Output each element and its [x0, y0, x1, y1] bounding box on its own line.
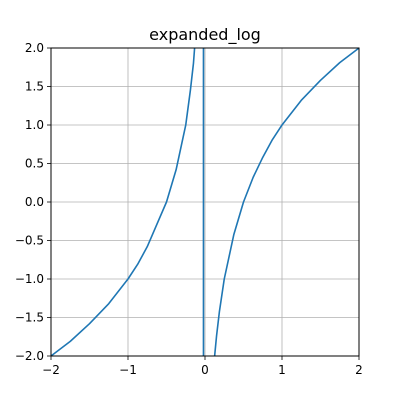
- x-tick-label: 2: [355, 363, 363, 377]
- series-line-1: [50, 47, 196, 357]
- y-tick-label: −2.0: [15, 349, 44, 363]
- y-tick-label: 0.5: [25, 157, 44, 171]
- y-tick-label: 2.0: [25, 41, 44, 55]
- y-tick-label: 1.0: [25, 118, 44, 132]
- x-tick-label: 0: [201, 363, 209, 377]
- x-tick-label: −2: [42, 363, 60, 377]
- ticks: −2 −1 0 1 2 −2.0 −1.5 −1.0 −0.5 0.0 0.5 1.0 1.5 2.0: [15, 41, 363, 377]
- chart-title: expanded_log: [149, 25, 261, 45]
- y-tick-label: −1.5: [15, 311, 44, 325]
- y-tick-label: 1.5: [25, 80, 44, 94]
- series-group: [50, 47, 360, 357]
- series-line-3: [213, 47, 360, 357]
- x-tick-label: 1: [278, 363, 286, 377]
- x-tick-label: −1: [119, 363, 137, 377]
- y-tick-label: −1.0: [15, 272, 44, 286]
- y-tick-label: −0.5: [15, 234, 44, 248]
- y-tick-label: 0.0: [25, 195, 44, 209]
